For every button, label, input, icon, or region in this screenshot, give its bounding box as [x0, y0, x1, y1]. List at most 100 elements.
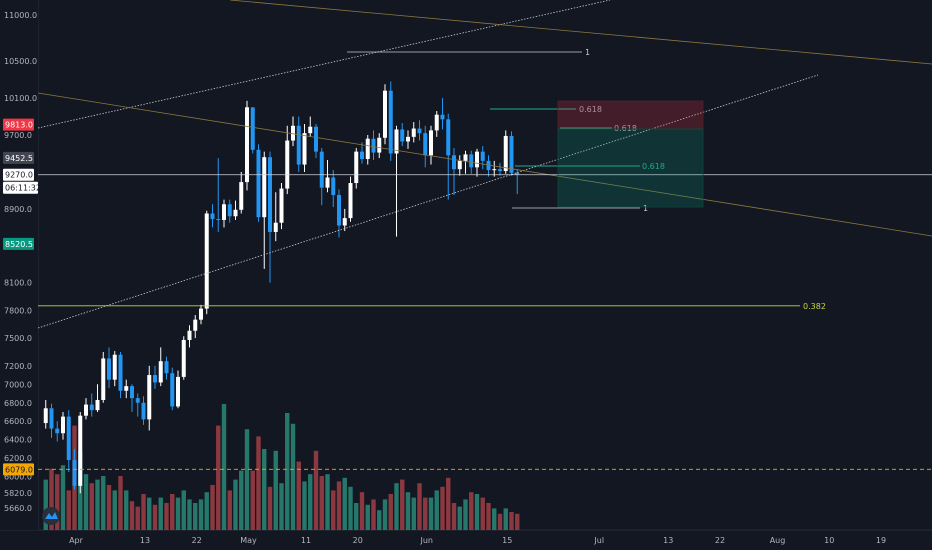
volume-bar: [319, 476, 324, 530]
volume-bar: [394, 483, 399, 530]
candle-body: [89, 404, 94, 411]
y-tick-label: 7200.0: [4, 362, 32, 371]
candle-body: [153, 375, 157, 383]
candle-body: [170, 373, 175, 407]
candle-body: [118, 354, 123, 391]
candle-body: [337, 195, 341, 226]
volume-bar: [55, 474, 60, 530]
candle-body: [78, 415, 83, 486]
volume-bar: [101, 476, 106, 530]
candle-body: [84, 404, 88, 416]
y-tick-label: 6800.0: [4, 399, 32, 408]
volume-bar: [400, 479, 405, 530]
fib-0618-label-c: 0.618: [642, 162, 665, 171]
volume-bar: [49, 468, 54, 530]
y-tick-label: 7800.0: [4, 306, 32, 315]
price-tag-label: 8520.5: [5, 240, 33, 249]
price-tag-label: 9813.0: [5, 121, 33, 130]
candle-body: [509, 135, 514, 173]
volume-bar: [129, 501, 135, 530]
candle-body: [158, 361, 163, 383]
candle-body: [181, 339, 186, 377]
candle-body: [55, 428, 60, 434]
candle-body: [480, 151, 485, 161]
volume-bar: [216, 425, 221, 530]
volume-bar: [463, 499, 468, 530]
drawing-overlays[interactable]: 0.382 1 1 0.618 0.618 0.618: [37, 0, 932, 470]
volume-bar: [348, 486, 353, 530]
candle-body: [371, 138, 376, 153]
volume-bar: [411, 497, 416, 530]
y-tick-label: 6600.0: [4, 417, 32, 426]
price-axis[interactable]: 11000.0 10500.0 10100.0 9700.0 8900.0 8100.0 7…: [0, 0, 38, 530]
candle-body: [446, 119, 451, 156]
candle-body: [216, 219, 221, 221]
volume-bar: [244, 429, 250, 530]
x-tick-label: 10: [824, 536, 834, 545]
volume-bar: [457, 506, 462, 530]
x-tick-label: 22: [192, 536, 202, 545]
volume-bar: [124, 490, 129, 530]
volume-bar: [187, 499, 192, 530]
descending-line: [37, 92, 932, 237]
cloud-icon: [45, 512, 58, 519]
candle-body: [262, 157, 267, 218]
candle-body: [135, 398, 140, 403]
candle-body: [486, 160, 491, 171]
volume-bar: [95, 479, 100, 530]
candle-body: [360, 151, 364, 160]
candle-body: [147, 375, 152, 420]
candle-body: [199, 308, 203, 320]
fib-1-bottom-label: 1: [643, 204, 648, 213]
price-tag: [3, 151, 34, 164]
candle-body: [331, 177, 336, 196]
candle-body: [256, 149, 261, 218]
y-tick-label: 9700.0: [4, 131, 32, 140]
volume-bar: [515, 513, 520, 530]
volume-bar: [89, 483, 94, 530]
volume-bar: [359, 492, 365, 530]
take-profit-zone: [557, 128, 704, 208]
volume-bar: [423, 497, 428, 530]
candle-body: [440, 114, 445, 120]
volume-bar: [313, 450, 319, 530]
volume-bar: [365, 504, 370, 530]
volume-bar: [118, 476, 123, 530]
volume-bar: [377, 510, 382, 530]
volume-bar: [285, 413, 290, 530]
candle-body: [411, 128, 416, 137]
volume-bar: [428, 497, 434, 530]
candle-body: [250, 107, 255, 150]
candle-body: [406, 136, 410, 142]
candle-body: [348, 183, 353, 219]
volume-bar: [486, 503, 491, 530]
y-tick-label: 7500.0: [4, 334, 32, 343]
candle-body: [314, 126, 318, 152]
candle-body: [383, 90, 387, 138]
price-tag-label: 9270.0: [5, 171, 33, 180]
candle-body: [429, 130, 433, 156]
y-tick-label: 5660.0: [4, 504, 32, 513]
price-tag-label: 6079.0: [5, 465, 33, 474]
volume-bar: [336, 481, 342, 530]
volume-bar: [250, 470, 255, 530]
volume-bar: [503, 508, 508, 530]
candle-body: [492, 169, 497, 171]
time-axis[interactable]: Apr 13 22 May 11 20 Jun 15 Jul 13 22 Aug 10 19: [69, 536, 886, 545]
volume-bar: [279, 483, 284, 530]
volume-bar: [112, 490, 117, 530]
candle-body: [204, 213, 209, 309]
candle-body: [268, 157, 272, 232]
y-tick-label: 8900.0: [4, 205, 32, 214]
candle-body: [498, 169, 502, 172]
volume-bar: [210, 485, 215, 530]
candle-body: [291, 125, 295, 141]
volume-bar: [509, 512, 514, 530]
y-tick-label: 11000.0: [4, 11, 37, 20]
volume-bar: [262, 449, 267, 530]
volume-bar: [405, 492, 411, 530]
candle-body: [141, 402, 146, 420]
volume-bar: [227, 490, 232, 530]
